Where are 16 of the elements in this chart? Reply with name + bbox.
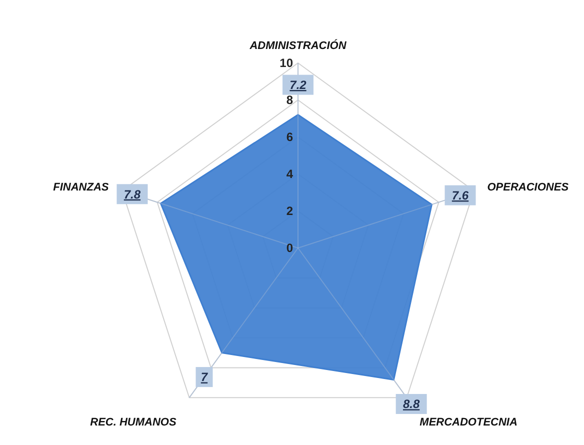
spoke-label: REC. HUMANOS (90, 416, 177, 428)
data-label: 7.6 (452, 188, 469, 202)
spoke-label: MERCADOTECNIA (420, 416, 518, 428)
y-tick-label: 6 (286, 130, 294, 144)
spoke-label: ADMINISTRACIÓN (248, 39, 348, 52)
data-label: 7.2 (290, 78, 307, 92)
data-label: 7 (200, 370, 209, 384)
data-label: 8.8 (402, 397, 420, 412)
y-tick-label: 4 (286, 167, 294, 182)
y-tick-label: 8 (286, 93, 294, 108)
y-tick-label: 10 (280, 56, 294, 70)
data-label: 7.8 (124, 187, 141, 202)
spoke-label: OPERACIONES (487, 181, 570, 194)
y-tick-label: 2 (286, 204, 294, 218)
spoke-label: FINANZAS (53, 181, 110, 194)
y-tick-label: 0 (286, 241, 294, 256)
